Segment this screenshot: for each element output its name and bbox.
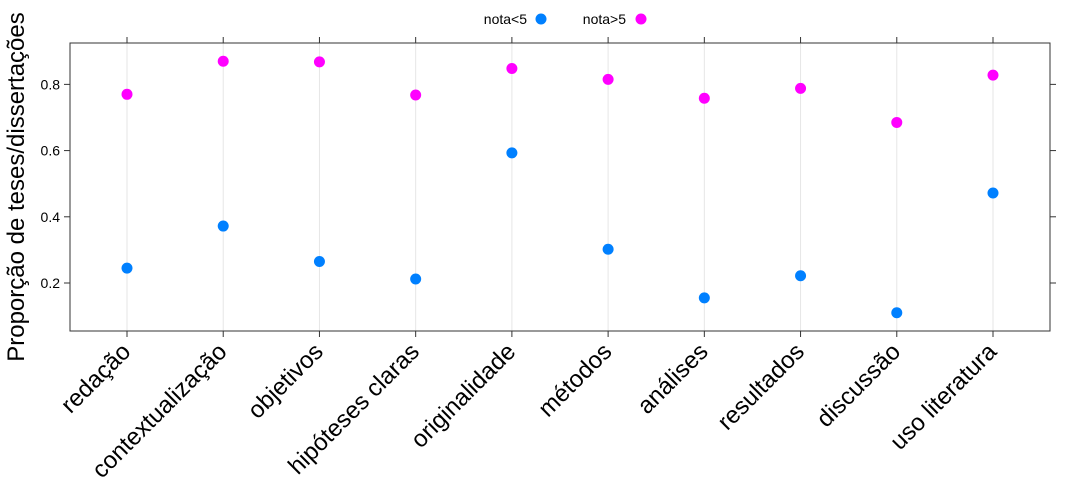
data-point-series-1 — [121, 262, 133, 274]
y-axis-title: Proporção de teses/dissertações — [3, 12, 30, 362]
y-tick-label: 0.2 — [41, 275, 61, 291]
x-tick-label: métodos — [533, 338, 617, 422]
x-tick-label: análises — [632, 338, 713, 419]
legend-marker-series-1 — [535, 13, 547, 25]
axis-ticks — [64, 37, 1056, 337]
grid-lines — [126, 43, 994, 331]
y-tick-label: 0.4 — [41, 209, 61, 225]
x-tick-label: discussão — [811, 338, 906, 433]
data-point-series-1 — [602, 243, 614, 255]
data-point-series-1 — [313, 255, 325, 267]
legend-label-series-2: nota>5 — [583, 11, 626, 27]
data-point-series-2 — [795, 82, 807, 94]
data-point-series-2 — [698, 92, 710, 104]
x-tick-label: objetivos — [243, 338, 329, 424]
y-tick-label: 0.6 — [41, 143, 61, 159]
data-point-series-1 — [506, 147, 518, 159]
data-point-series-2 — [987, 69, 999, 81]
data-point-series-1 — [217, 220, 229, 232]
data-point-series-2 — [313, 56, 325, 68]
legend-marker-series-2 — [635, 13, 647, 25]
data-point-series-2 — [410, 89, 422, 101]
plot-frame — [69, 42, 1051, 332]
data-point-series-1 — [987, 187, 999, 199]
data-point-series-2 — [506, 62, 518, 74]
data-point-series-1 — [795, 270, 807, 282]
x-tick-label: resultados — [712, 338, 809, 435]
legend-label-series-1: nota<5 — [484, 11, 527, 27]
data-point-series-2 — [891, 116, 903, 128]
data-point-series-2 — [121, 88, 133, 100]
data-point-series-1 — [410, 273, 422, 285]
data-points — [121, 55, 999, 319]
data-point-series-2 — [217, 55, 229, 67]
y-tick-label: 0.8 — [41, 76, 61, 92]
data-point-series-2 — [602, 73, 614, 85]
data-point-series-1 — [891, 307, 903, 319]
legend: nota<5 nota>5 — [484, 11, 647, 27]
x-tick-label: redação — [56, 338, 136, 418]
data-point-series-1 — [698, 292, 710, 304]
